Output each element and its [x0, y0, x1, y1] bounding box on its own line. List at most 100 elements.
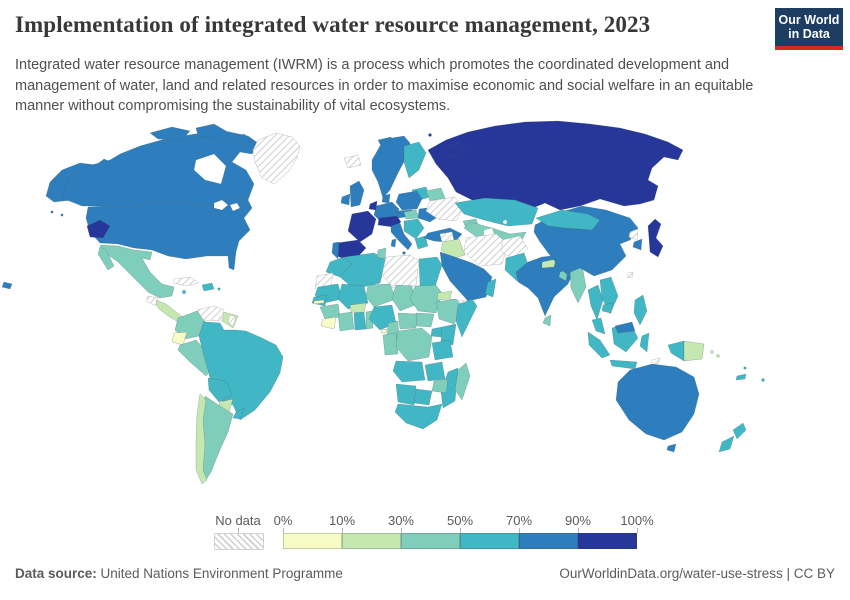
region-papua-indonesia[interactable] [667, 340, 685, 362]
region-somalia[interactable] [455, 298, 478, 338]
region-sulawesi[interactable] [639, 332, 650, 353]
legend-no-data-swatch[interactable] [214, 533, 264, 550]
region-sicily[interactable] [402, 251, 406, 255]
region-australia[interactable] [615, 363, 700, 441]
region-sumatra[interactable] [587, 331, 611, 359]
region-vanuatu[interactable] [743, 366, 747, 370]
region-belarus[interactable] [425, 187, 446, 202]
legend-bin-5[interactable] [578, 533, 637, 549]
region-philippines[interactable] [633, 294, 648, 326]
region-new-caledonia[interactable] [735, 373, 747, 381]
region-puerto-rico[interactable] [217, 287, 221, 291]
region-new-zealand-south[interactable] [718, 435, 735, 453]
region-iraq[interactable] [440, 238, 466, 260]
region-franz-josef-land[interactable] [428, 133, 432, 137]
region-dr-congo[interactable] [395, 327, 433, 362]
region-finland[interactable] [403, 141, 427, 179]
region-tunisia[interactable] [376, 247, 387, 260]
region-hispaniola[interactable] [201, 282, 215, 292]
region-suriname[interactable] [227, 314, 237, 327]
region-ghana[interactable] [353, 311, 367, 331]
region-malaysia-borneo[interactable] [614, 321, 636, 334]
legend-bin-4[interactable] [519, 533, 578, 549]
region-mongolia[interactable] [535, 209, 601, 231]
region-iceland[interactable] [343, 154, 362, 169]
region-hawaii[interactable] [1, 281, 13, 290]
region-iran[interactable] [463, 233, 509, 267]
region-novaya-zemlya[interactable] [443, 142, 467, 157]
region-russia[interactable] [427, 120, 684, 211]
region-botswana[interactable] [413, 388, 433, 406]
region-malaysia[interactable] [591, 317, 606, 335]
region-cuba[interactable] [173, 276, 200, 287]
region-ireland[interactable] [340, 193, 351, 206]
region-angola[interactable] [392, 360, 426, 383]
region-fiji[interactable] [761, 378, 765, 382]
region-greenland[interactable] [252, 132, 301, 185]
region-arctic-islands[interactable] [195, 123, 227, 139]
region-greece[interactable] [414, 235, 429, 250]
region-sardinia[interactable] [390, 238, 397, 248]
legend-bin-2[interactable] [401, 533, 460, 549]
region-aleutians[interactable] [60, 213, 64, 217]
region-algeria[interactable] [339, 252, 387, 290]
region-baja-california[interactable] [97, 246, 115, 271]
region-oman[interactable] [484, 278, 497, 298]
region-timor[interactable] [650, 357, 661, 365]
region-sierra-leone-liberia[interactable] [320, 316, 337, 330]
region-chad[interactable] [391, 284, 416, 312]
region-eritrea[interactable] [436, 290, 453, 301]
region-tasmania[interactable] [666, 443, 677, 453]
region-norway-sweden[interactable] [371, 135, 411, 199]
region-usa[interactable] [85, 197, 253, 271]
region-sri-lanka[interactable] [542, 314, 552, 327]
region-gambia[interactable] [313, 299, 325, 305]
region-balkans[interactable] [403, 218, 425, 240]
region-uruguay[interactable] [232, 407, 245, 420]
region-taiwan[interactable] [626, 271, 634, 279]
region-central-african-republic[interactable] [397, 312, 419, 330]
region-canada[interactable] [61, 130, 259, 209]
legend-bin-0[interactable] [283, 533, 342, 549]
region-guatemala[interactable] [145, 295, 159, 307]
region-zimbabwe[interactable] [431, 378, 449, 394]
region-libya[interactable] [381, 254, 420, 289]
region-kenya[interactable] [440, 323, 457, 346]
region-chile[interactable] [195, 393, 208, 485]
region-benelux[interactable] [368, 200, 378, 211]
region-guinea[interactable] [319, 303, 341, 320]
region-jamaica[interactable] [182, 290, 186, 294]
region-papua-new-guinea[interactable] [683, 340, 705, 362]
region-vietnam-laos[interactable] [599, 276, 619, 315]
region-solomon-islands[interactable] [716, 354, 720, 358]
footer-link[interactable]: OurWorldinData.org/water-use-stress | CC… [559, 566, 835, 581]
region-aleutians[interactable] [50, 210, 54, 214]
region-egypt[interactable] [418, 256, 443, 288]
region-uganda[interactable] [430, 326, 443, 338]
region-bolivia[interactable] [207, 377, 233, 403]
region-france[interactable] [347, 210, 377, 243]
region-niger[interactable] [365, 283, 397, 308]
region-ukraine[interactable] [425, 196, 465, 222]
region-new-zealand-north[interactable] [732, 422, 747, 440]
region-south-africa[interactable] [394, 403, 443, 430]
region-india[interactable] [515, 254, 577, 317]
region-cambodia[interactable] [601, 302, 614, 314]
region-namibia[interactable] [395, 383, 417, 406]
region-madagascar[interactable] [454, 362, 471, 401]
region-russia-chukotka[interactable] [86, 219, 111, 239]
region-equatorial-guinea[interactable] [380, 328, 388, 334]
legend-bin-1[interactable] [342, 533, 401, 549]
region-gabon-congo[interactable] [382, 332, 399, 356]
region-south-sudan[interactable] [415, 312, 435, 328]
region-arctic-islands[interactable] [149, 126, 191, 141]
region-ecuador[interactable] [171, 331, 188, 346]
region-java[interactable] [609, 359, 638, 370]
region-italy[interactable] [390, 222, 413, 251]
region-zambia[interactable] [424, 361, 446, 382]
region-burkina-faso[interactable] [349, 302, 367, 314]
region-solomon-islands[interactable] [710, 350, 714, 354]
region-sudan[interactable] [409, 284, 443, 314]
region-portugal[interactable] [331, 241, 340, 260]
region-tanzania[interactable] [431, 339, 454, 361]
